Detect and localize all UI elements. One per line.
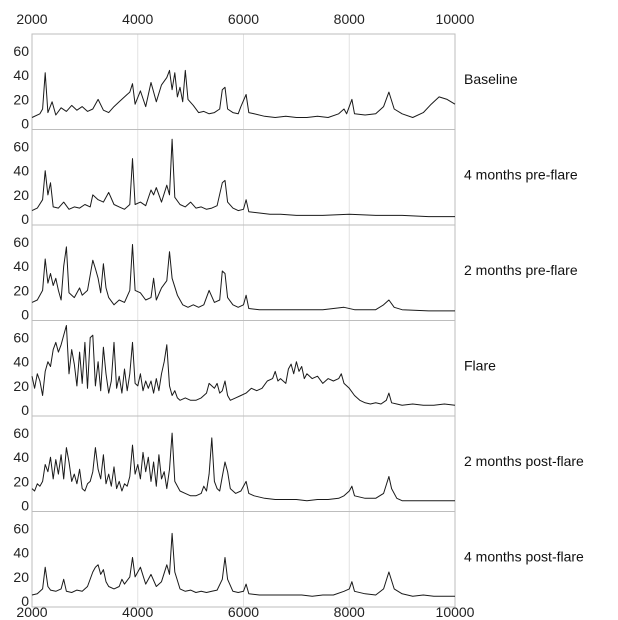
y-tick-label-panel-3-3: 60 — [13, 330, 29, 346]
y-tick-label-panel-3-0: 0 — [21, 402, 29, 418]
y-tick-label-panel-0-0: 0 — [21, 116, 29, 132]
panel-label-5: 4 months post-flare — [464, 548, 584, 564]
y-tick-label-panel-5-1: 20 — [13, 569, 29, 585]
y-tick-label-panel-0-3: 60 — [13, 43, 29, 59]
series-line-panel-3 — [31, 325, 456, 406]
panel-label-0: Baseline — [464, 71, 518, 87]
series-line-panel-5 — [31, 532, 455, 597]
x-tick-label-bottom-2: 6000 — [228, 604, 259, 620]
y-tick-label-panel-5-3: 60 — [13, 521, 29, 537]
y-tick-label-panel-3-1: 20 — [13, 378, 29, 394]
y-tick-label-panel-1-3: 60 — [13, 139, 29, 155]
series-line-panel-2 — [31, 244, 455, 312]
panel-label-2: 2 months pre-flare — [464, 262, 578, 278]
x-tick-label-bottom-3: 8000 — [334, 604, 365, 620]
panel-label-3: Flare — [464, 357, 496, 373]
frame-layer — [31, 33, 456, 608]
y-tick-label-panel-2-2: 40 — [13, 258, 29, 274]
y-tick-label-panel-4-0: 0 — [21, 498, 29, 514]
panel-label-1: 4 months pre-flare — [464, 166, 578, 182]
y-tick-label-panel-4-2: 40 — [13, 449, 29, 465]
y-tick-label-panel-1-2: 40 — [13, 163, 29, 179]
y-tick-label-panel-4-3: 60 — [13, 425, 29, 441]
y-tick-label-panel-2-0: 0 — [21, 307, 29, 323]
y-tick-label-panel-0-2: 40 — [13, 67, 29, 83]
axis-layer: 2000200040004000600060008000800010000100… — [13, 11, 474, 620]
panel-label-4: 2 months post-flare — [464, 453, 584, 469]
x-tick-label-top-3: 8000 — [334, 11, 365, 27]
y-tick-label-panel-2-3: 60 — [13, 234, 29, 250]
y-tick-label-panel-5-0: 0 — [21, 593, 29, 609]
series-line-panel-4 — [31, 432, 455, 502]
x-tick-label-top-0: 2000 — [16, 11, 47, 27]
x-tick-label-top-2: 6000 — [228, 11, 259, 27]
label-layer: Baseline 4 months pre-flare 2 months pre-f… — [464, 71, 584, 565]
y-tick-label-panel-1-0: 0 — [21, 211, 29, 227]
y-tick-label-panel-5-2: 40 — [13, 545, 29, 561]
y-tick-label-panel-0-1: 20 — [13, 91, 29, 107]
trace-layer — [31, 69, 456, 597]
series-line-panel-1 — [31, 138, 455, 218]
y-tick-label-panel-2-1: 20 — [13, 282, 29, 298]
y-tick-label-panel-4-1: 20 — [13, 473, 29, 489]
series-line-panel-0 — [31, 69, 456, 118]
x-tick-label-top-1: 4000 — [122, 11, 153, 27]
x-tick-label-top-4: 10000 — [436, 11, 475, 27]
x-tick-label-bottom-0: 2000 — [16, 604, 47, 620]
y-tick-label-panel-1-1: 20 — [13, 187, 29, 203]
y-tick-label-panel-3-2: 40 — [13, 354, 29, 370]
x-tick-label-bottom-4: 10000 — [436, 604, 475, 620]
x-tick-label-bottom-1: 4000 — [122, 604, 153, 620]
